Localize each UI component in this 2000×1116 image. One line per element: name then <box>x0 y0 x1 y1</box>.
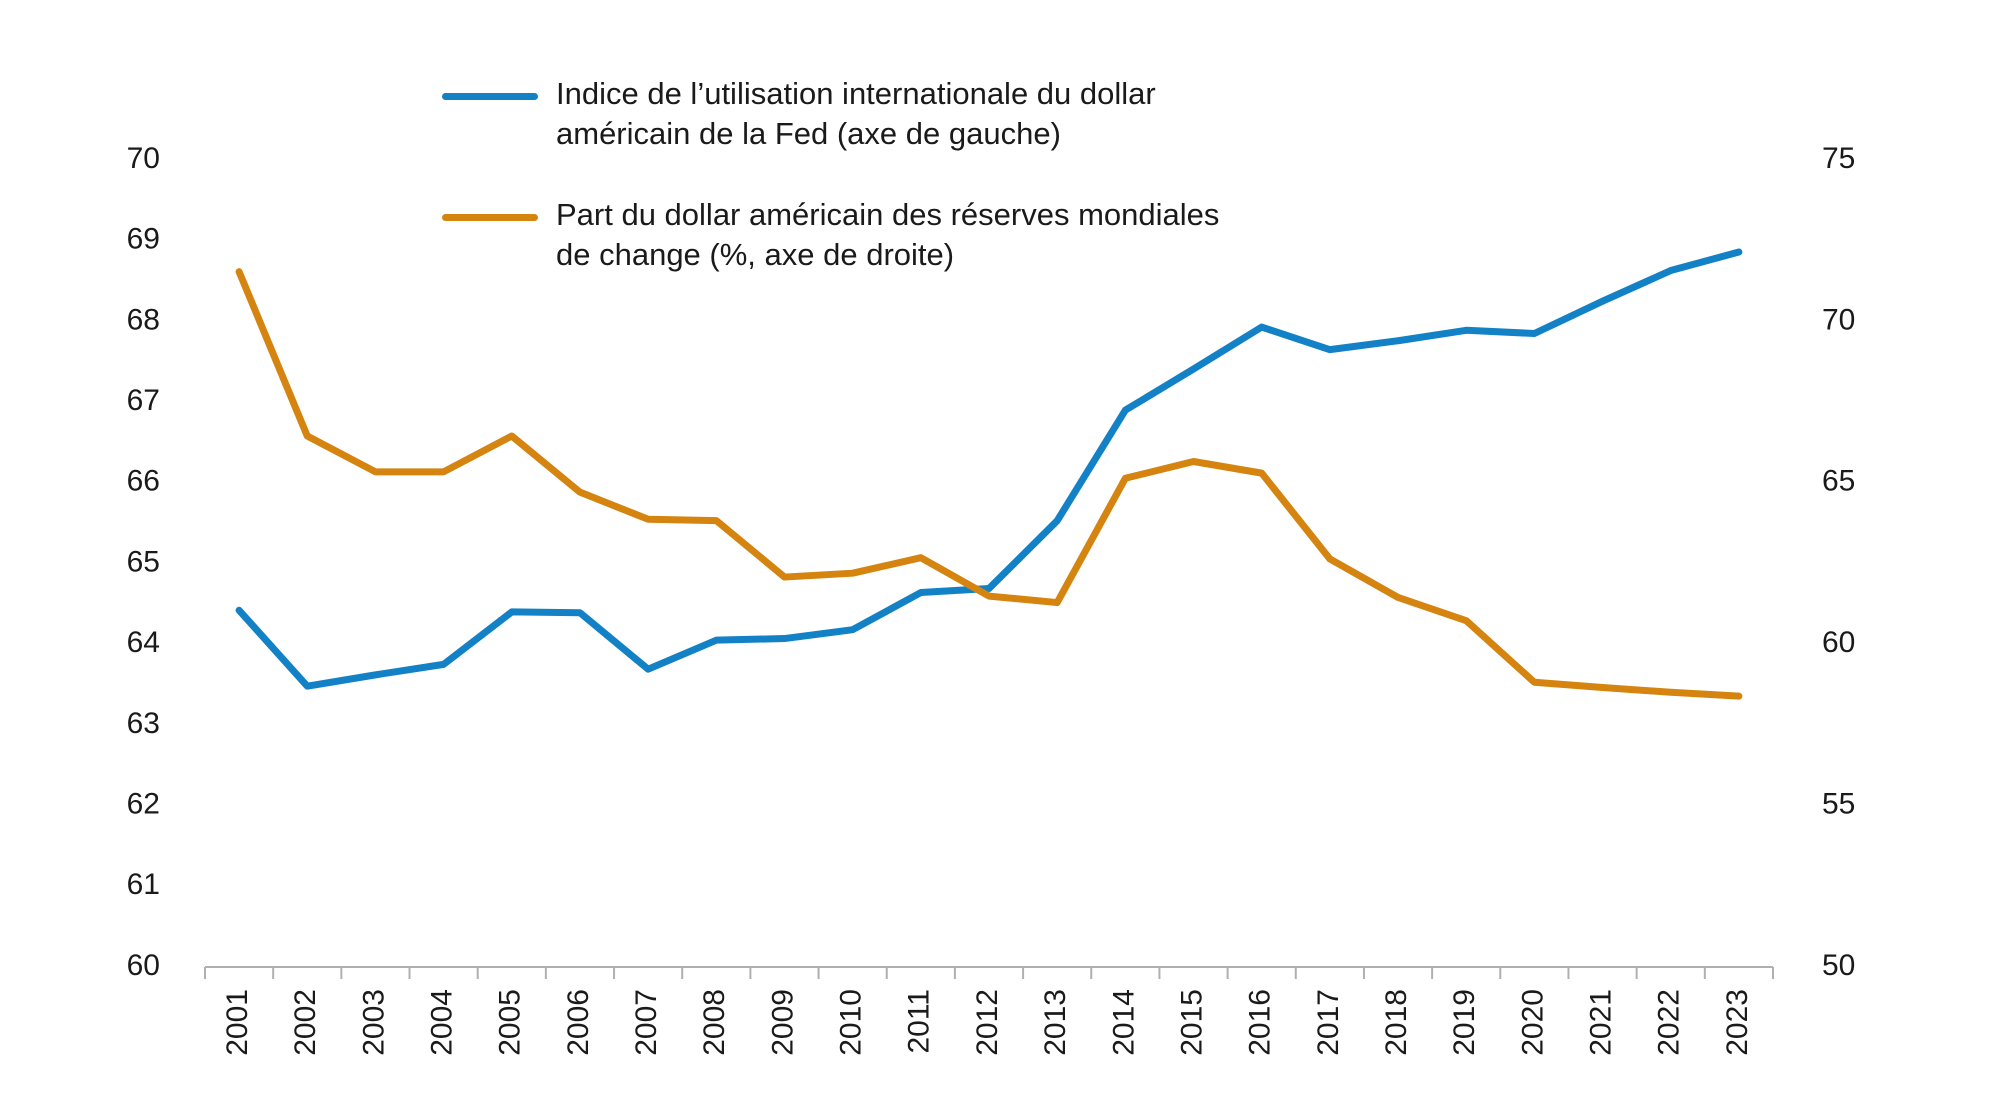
x-tick-label: 2012 <box>971 989 1004 1056</box>
x-tick-label: 2011 <box>903 989 936 1054</box>
x-tick-label: 2001 <box>221 989 254 1056</box>
x-tick-label: 2010 <box>835 989 868 1056</box>
x-tick-label: 2016 <box>1244 989 1277 1056</box>
y-tick-label: 65 <box>127 545 160 578</box>
x-tick-label: 2023 <box>1721 989 1754 1056</box>
x-tick-label: 2014 <box>1107 989 1140 1056</box>
y2-tick-label: 70 <box>1822 303 1855 336</box>
x-tick-label: 2015 <box>1175 989 1208 1056</box>
y-tick-label: 64 <box>127 626 160 659</box>
x-tick-label: 2002 <box>289 989 322 1056</box>
y2-tick-label: 50 <box>1822 949 1855 982</box>
x-tick-label: 2005 <box>494 989 527 1056</box>
x-tick-label: 2003 <box>357 989 390 1056</box>
y-tick-label: 62 <box>127 788 160 821</box>
y2-tick-label: 60 <box>1822 626 1855 659</box>
y-tick-label: 61 <box>127 868 160 901</box>
y-tick-label: 70 <box>127 142 160 175</box>
x-tick-label: 2018 <box>1380 989 1413 1056</box>
legend-swatch <box>442 214 538 221</box>
series-line <box>235 248 1743 690</box>
y2-tick-label: 55 <box>1822 788 1855 821</box>
x-tick-label: 2019 <box>1448 989 1481 1056</box>
y-tick-label: 68 <box>127 303 160 336</box>
legend-label: Part du dollar américain des réserves mo… <box>556 197 1220 272</box>
legend-swatch <box>442 93 538 100</box>
y2-tick-label: 65 <box>1822 465 1855 498</box>
series-line <box>235 268 1743 700</box>
x-tick-label: 2013 <box>1039 989 1072 1056</box>
y-tick-label: 63 <box>127 707 160 740</box>
legend-label: Indice de l’utilisation internationale d… <box>556 76 1156 151</box>
x-tick-label: 2020 <box>1516 989 1549 1056</box>
x-tick-label: 2006 <box>562 989 595 1056</box>
x-tick-label: 2021 <box>1584 989 1617 1056</box>
y2-tick-label: 75 <box>1822 142 1855 175</box>
x-tick-label: 2004 <box>426 989 459 1056</box>
x-tick-label: 2007 <box>630 989 663 1056</box>
x-tick-label: 2022 <box>1653 989 1686 1056</box>
x-tick-label: 2008 <box>698 989 731 1056</box>
y-tick-label: 66 <box>127 465 160 498</box>
y-tick-label: 69 <box>127 223 160 256</box>
y-tick-label: 60 <box>127 949 160 982</box>
x-tick-label: 2017 <box>1312 989 1345 1056</box>
y-tick-label: 67 <box>127 384 160 417</box>
x-tick-label: 2009 <box>766 989 799 1056</box>
